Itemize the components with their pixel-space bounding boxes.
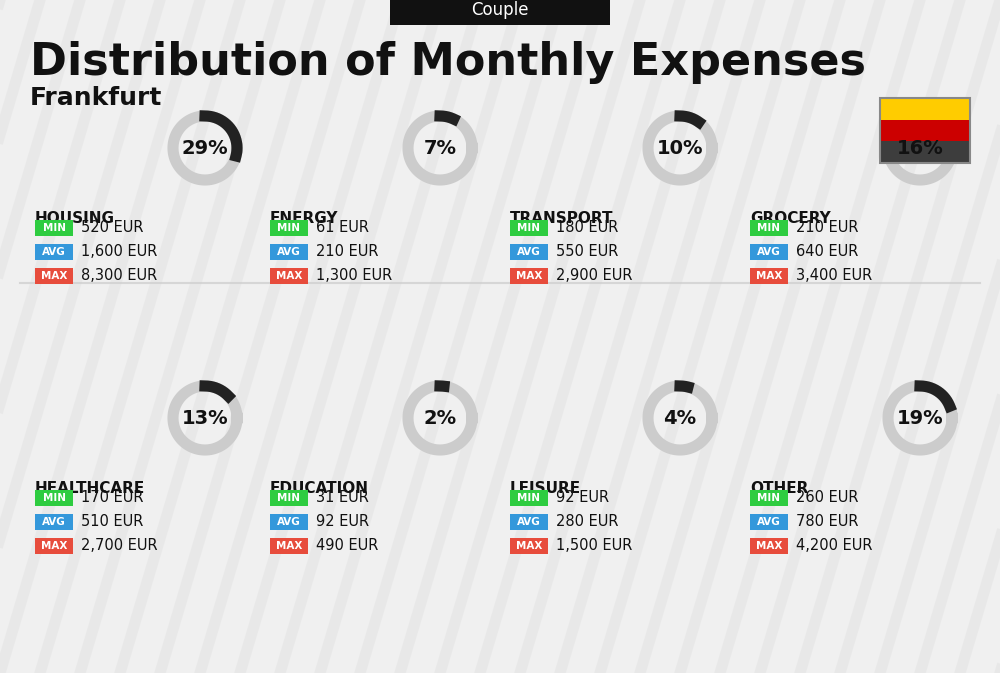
FancyBboxPatch shape [390,0,610,25]
Text: 490 EUR: 490 EUR [316,538,378,553]
FancyBboxPatch shape [750,514,788,530]
FancyBboxPatch shape [270,514,308,530]
Text: MAX: MAX [41,271,67,281]
Text: 1,500 EUR: 1,500 EUR [556,538,632,553]
FancyBboxPatch shape [880,141,970,163]
Text: MAX: MAX [41,541,67,551]
Text: Distribution of Monthly Expenses: Distribution of Monthly Expenses [30,42,866,85]
FancyBboxPatch shape [35,220,73,236]
Text: 780 EUR: 780 EUR [796,514,858,530]
Text: MAX: MAX [756,541,782,551]
Text: ENERGY: ENERGY [270,211,338,226]
FancyBboxPatch shape [270,268,308,284]
Text: 1,600 EUR: 1,600 EUR [81,244,157,260]
FancyBboxPatch shape [510,538,548,554]
Text: Couple: Couple [471,1,529,19]
FancyBboxPatch shape [35,514,73,530]
Text: MIN: MIN [518,223,540,233]
Text: LEISURE: LEISURE [510,481,581,496]
Text: 7%: 7% [424,139,456,157]
FancyBboxPatch shape [510,514,548,530]
FancyBboxPatch shape [270,538,308,554]
Text: 8,300 EUR: 8,300 EUR [81,269,157,283]
Text: AVG: AVG [517,247,541,257]
Text: 92 EUR: 92 EUR [316,514,369,530]
Text: AVG: AVG [42,247,66,257]
Text: 29%: 29% [182,139,228,157]
Text: 13%: 13% [182,409,228,427]
Text: Frankfurt: Frankfurt [30,86,162,110]
Text: MIN: MIN [278,223,300,233]
Text: 3,400 EUR: 3,400 EUR [796,269,872,283]
FancyBboxPatch shape [510,220,548,236]
Text: MIN: MIN [518,493,540,503]
Text: MIN: MIN [278,493,300,503]
Text: 4%: 4% [663,409,697,427]
Text: AVG: AVG [517,517,541,527]
Text: 170 EUR: 170 EUR [81,491,144,505]
Text: AVG: AVG [277,247,301,257]
Text: 180 EUR: 180 EUR [556,221,618,236]
Text: 210 EUR: 210 EUR [316,244,378,260]
Text: 280 EUR: 280 EUR [556,514,618,530]
FancyBboxPatch shape [880,120,970,141]
Text: MAX: MAX [276,541,302,551]
Text: HEALTHCARE: HEALTHCARE [35,481,145,496]
Text: 92 EUR: 92 EUR [556,491,609,505]
FancyBboxPatch shape [270,220,308,236]
FancyBboxPatch shape [750,538,788,554]
FancyBboxPatch shape [35,244,73,260]
FancyBboxPatch shape [510,244,548,260]
Text: EDUCATION: EDUCATION [270,481,369,496]
FancyBboxPatch shape [880,98,970,120]
FancyBboxPatch shape [270,490,308,506]
Text: 520 EUR: 520 EUR [81,221,144,236]
Text: OTHER: OTHER [750,481,808,496]
FancyBboxPatch shape [750,268,788,284]
Text: MAX: MAX [516,541,542,551]
Text: 260 EUR: 260 EUR [796,491,858,505]
Text: 31 EUR: 31 EUR [316,491,369,505]
Text: MAX: MAX [756,271,782,281]
Text: 210 EUR: 210 EUR [796,221,858,236]
FancyBboxPatch shape [750,490,788,506]
Text: MAX: MAX [516,271,542,281]
FancyBboxPatch shape [510,268,548,284]
Text: AVG: AVG [42,517,66,527]
Text: 640 EUR: 640 EUR [796,244,858,260]
Text: MIN: MIN [758,223,780,233]
Text: 4,200 EUR: 4,200 EUR [796,538,872,553]
Text: 2%: 2% [423,409,457,427]
Text: 10%: 10% [657,139,703,157]
Text: MIN: MIN [42,493,66,503]
Text: 16%: 16% [897,139,943,157]
Text: AVG: AVG [277,517,301,527]
Text: AVG: AVG [757,517,781,527]
Text: 510 EUR: 510 EUR [81,514,143,530]
Text: 19%: 19% [897,409,943,427]
Text: 1,300 EUR: 1,300 EUR [316,269,392,283]
FancyBboxPatch shape [35,268,73,284]
Text: MIN: MIN [758,493,780,503]
Text: 61 EUR: 61 EUR [316,221,369,236]
Text: 550 EUR: 550 EUR [556,244,618,260]
Text: MAX: MAX [276,271,302,281]
FancyBboxPatch shape [35,538,73,554]
Text: TRANSPORT: TRANSPORT [510,211,614,226]
FancyBboxPatch shape [35,490,73,506]
Text: 2,700 EUR: 2,700 EUR [81,538,158,553]
FancyBboxPatch shape [510,490,548,506]
Text: HOUSING: HOUSING [35,211,115,226]
Text: GROCERY: GROCERY [750,211,831,226]
FancyBboxPatch shape [750,220,788,236]
Text: 2,900 EUR: 2,900 EUR [556,269,633,283]
FancyBboxPatch shape [270,244,308,260]
Text: MIN: MIN [42,223,66,233]
Text: AVG: AVG [757,247,781,257]
FancyBboxPatch shape [750,244,788,260]
